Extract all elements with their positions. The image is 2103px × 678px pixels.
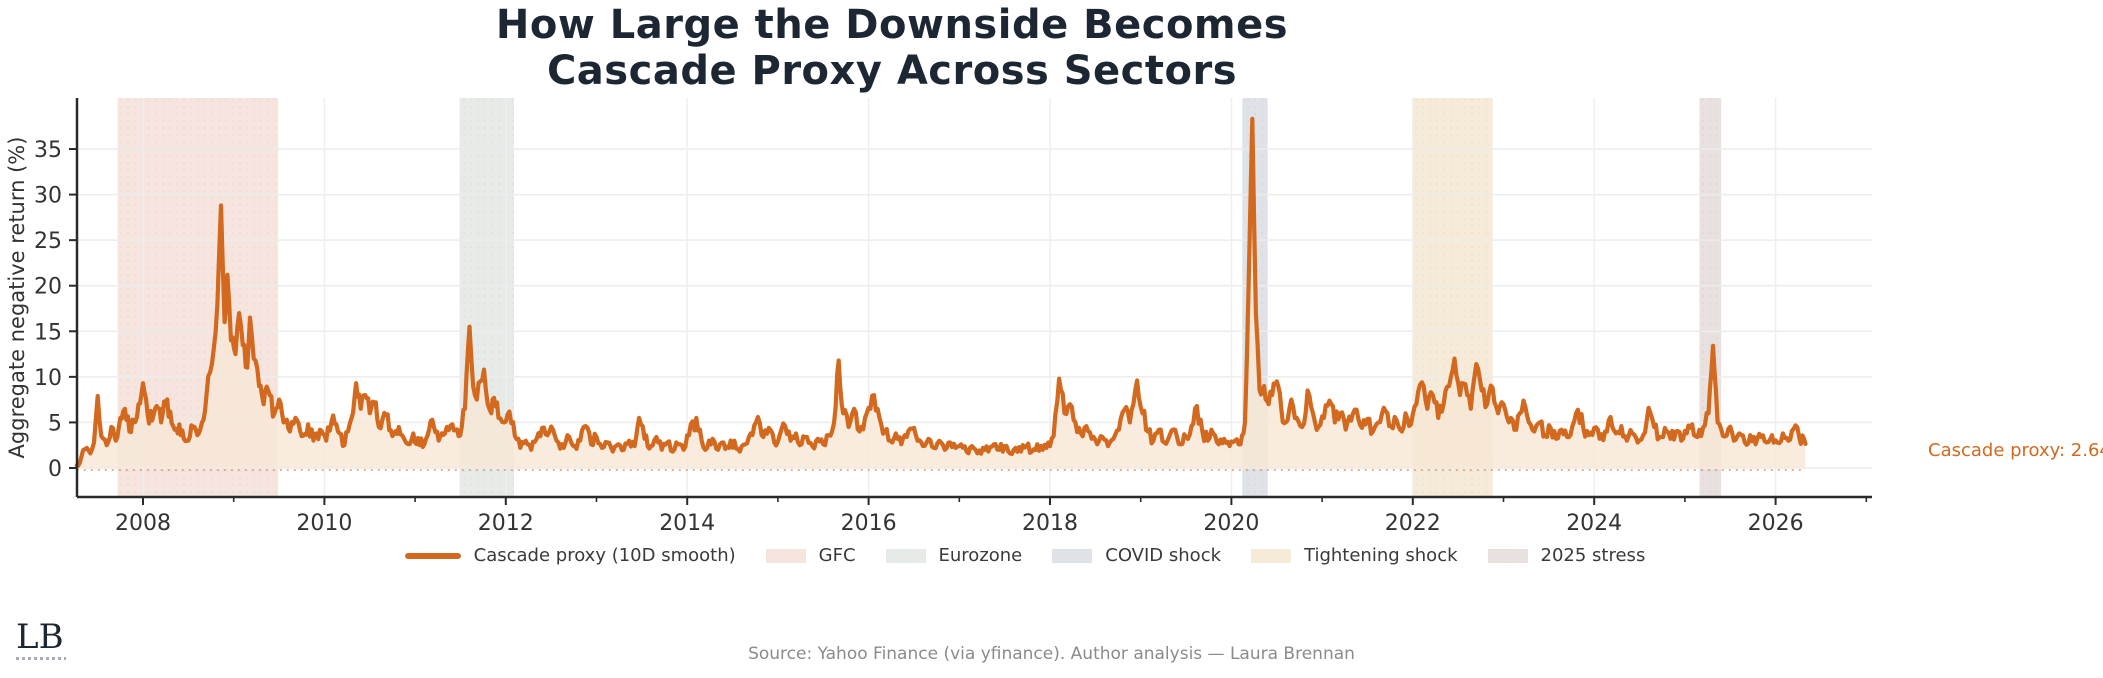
y-tick-label: 5	[48, 411, 62, 436]
y-tick-label: 0	[48, 457, 62, 482]
x-tick-label: 2014	[659, 511, 715, 536]
chart-title-line2: Cascade Proxy Across Sectors	[546, 48, 1238, 94]
author-logo-text: LB	[16, 617, 64, 657]
legend-label: COVID shock	[1105, 545, 1222, 566]
chart-title: How Large the Downside Becomes Cascade P…	[292, 2, 1492, 94]
legend-label: 2025 stress	[1540, 545, 1646, 566]
x-tick-label: 2026	[1748, 511, 1804, 536]
x-tick-label: 2010	[296, 511, 352, 536]
x-tick-label: 2020	[1203, 511, 1259, 536]
author-logo: LB	[16, 620, 66, 660]
y-tick-label: 10	[34, 366, 62, 391]
x-tick-label: 2024	[1566, 511, 1622, 536]
legend-item: 2025 stress	[1487, 545, 1646, 566]
x-tick-label: 2022	[1385, 511, 1441, 536]
legend-item: GFC	[765, 545, 856, 566]
y-tick-label: 15	[34, 320, 62, 345]
legend-patch-swatch	[765, 548, 806, 563]
legend-label: Eurozone	[938, 545, 1023, 566]
legend-patch-swatch	[1052, 548, 1093, 563]
legend-label: Tightening shock	[1304, 545, 1458, 566]
x-tick-label: 2016	[841, 511, 897, 536]
legend-patch-swatch	[885, 548, 926, 563]
y-axis-label: Aggregate negative return (%)	[5, 137, 29, 459]
legend-patch-swatch	[1487, 548, 1528, 563]
legend-label: GFC	[818, 545, 856, 566]
legend-item: COVID shock	[1052, 545, 1221, 566]
legend-item: Tightening shock	[1251, 545, 1458, 566]
last-value-annotation: Cascade proxy: 2.64	[1928, 440, 2103, 461]
series-area-fill	[76, 118, 1806, 469]
x-tick-label: 2008	[115, 511, 171, 536]
chart-title-line1: How Large the Downside Becomes	[495, 2, 1289, 48]
legend-line-swatch	[404, 552, 461, 559]
source-note: Source: Yahoo Finance (via yfinance). Au…	[748, 644, 1355, 664]
chart-legend: Cascade proxy (10D smooth) GFC Eurozone COV…	[0, 545, 2050, 566]
legend-patch-swatch	[1251, 548, 1292, 563]
cascade-proxy-line	[74, 116, 1808, 468]
y-tick-label: 35	[34, 138, 62, 163]
legend-item: Cascade proxy (10D smooth)	[404, 545, 736, 566]
y-tick-label: 25	[34, 229, 62, 254]
legend-label: Cascade proxy (10D smooth)	[473, 545, 736, 566]
y-tick-label: 30	[34, 184, 62, 209]
legend-item: Eurozone	[885, 545, 1023, 566]
y-tick-label: 20	[34, 275, 62, 300]
x-tick-label: 2012	[478, 511, 534, 536]
logo-tagline	[16, 657, 66, 660]
x-tick-label: 2018	[1022, 511, 1078, 536]
